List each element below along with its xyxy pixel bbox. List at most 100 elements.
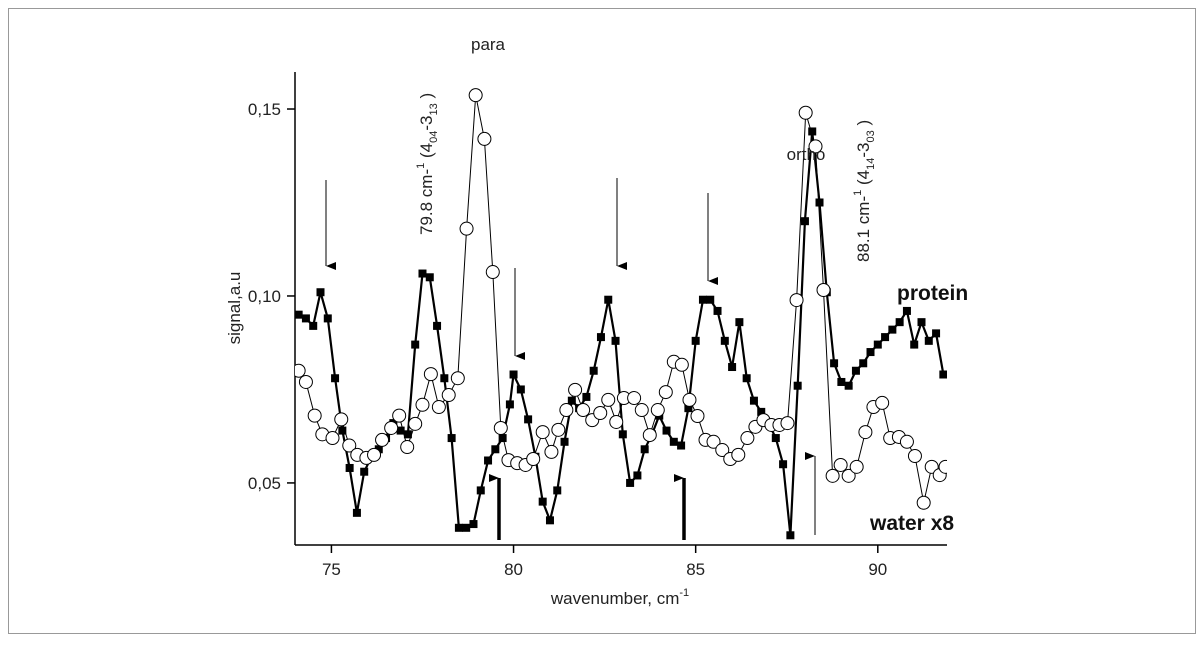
point — [498, 434, 507, 443]
point — [706, 434, 721, 449]
point — [866, 348, 875, 357]
y-tick-label: 0,10 — [248, 287, 281, 306]
point — [816, 282, 831, 297]
point — [800, 217, 809, 226]
point — [469, 520, 478, 529]
point — [731, 447, 746, 462]
point — [415, 397, 430, 412]
point — [917, 318, 926, 327]
point — [640, 445, 649, 454]
point — [658, 385, 673, 400]
point — [627, 391, 642, 406]
point — [749, 396, 758, 405]
point — [560, 437, 569, 446]
point — [715, 443, 730, 458]
point — [384, 420, 399, 435]
annotation: 79.8 cm- — [417, 169, 436, 235]
point — [307, 408, 322, 423]
point — [939, 370, 947, 379]
point — [728, 363, 737, 372]
annotation: ) — [854, 120, 873, 130]
point — [582, 392, 591, 401]
point — [441, 388, 456, 403]
point — [601, 392, 616, 407]
point — [844, 381, 853, 390]
y-axis-title: signal,a.u — [225, 272, 244, 345]
series-label: protein — [897, 282, 968, 305]
annotation-sub: 14 — [865, 158, 877, 170]
point — [888, 325, 897, 334]
annotation: ortho — [787, 145, 826, 164]
point — [559, 403, 574, 418]
arrows — [325, 178, 816, 540]
point — [642, 428, 657, 443]
point — [352, 508, 361, 517]
point — [771, 434, 780, 443]
point — [851, 366, 860, 375]
point — [375, 432, 390, 447]
point — [830, 359, 839, 368]
point — [596, 333, 605, 342]
point — [825, 468, 840, 483]
point — [568, 382, 583, 397]
point — [786, 531, 795, 540]
point — [841, 468, 856, 483]
point — [334, 412, 349, 427]
point — [485, 265, 500, 280]
point — [403, 430, 412, 439]
point — [932, 329, 941, 338]
point — [462, 523, 471, 532]
point — [669, 437, 678, 446]
point — [509, 370, 518, 379]
point — [524, 415, 533, 424]
x-tick-label: 90 — [868, 560, 887, 579]
annotation: (4 — [854, 170, 873, 190]
point — [447, 434, 456, 443]
point — [295, 310, 303, 319]
point — [690, 409, 705, 423]
point — [342, 438, 357, 453]
point — [484, 456, 493, 465]
point — [875, 395, 890, 410]
point — [418, 269, 427, 278]
point — [450, 371, 465, 386]
point — [779, 460, 788, 469]
point — [454, 523, 463, 532]
point — [367, 447, 382, 462]
point — [684, 404, 693, 413]
frame — [8, 8, 1196, 634]
point — [742, 374, 751, 383]
annotation-group: 88.1 cm-1 (414-303 ) — [852, 120, 877, 262]
point — [910, 340, 919, 349]
annotation: ) — [417, 93, 436, 103]
point — [798, 105, 813, 120]
point — [316, 288, 325, 297]
point — [907, 449, 922, 464]
point — [553, 486, 562, 495]
point — [604, 295, 613, 304]
point — [706, 295, 715, 304]
point — [650, 403, 665, 418]
point — [593, 406, 608, 421]
annotation-sub: 03 — [865, 130, 877, 142]
point — [618, 430, 627, 439]
point — [440, 374, 449, 383]
point — [789, 293, 804, 308]
point — [815, 198, 824, 207]
point — [423, 367, 438, 382]
point — [740, 431, 755, 446]
point — [808, 139, 823, 154]
point — [544, 444, 559, 459]
point — [808, 127, 817, 136]
point — [360, 467, 369, 476]
series-line — [298, 95, 946, 503]
point — [301, 314, 310, 323]
series-label: water x8 — [869, 512, 954, 535]
point — [881, 333, 890, 342]
y-tick-label: 0,15 — [248, 100, 281, 119]
annotation: -3 — [417, 116, 436, 131]
point — [431, 400, 446, 415]
point — [674, 357, 689, 372]
